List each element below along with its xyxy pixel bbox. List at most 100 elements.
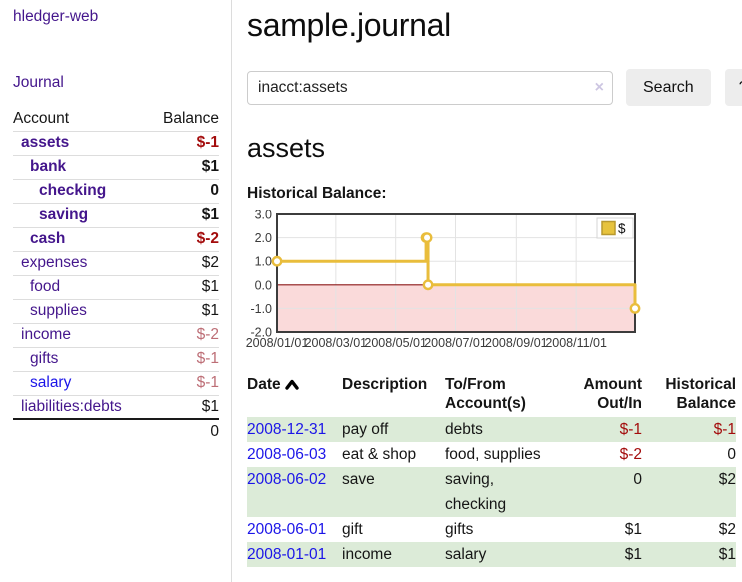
transaction-description: gift (342, 521, 363, 538)
sidebar-account-row: bank $1 (13, 154, 219, 179)
transaction-accounts: food, supplies (445, 446, 541, 463)
register-table-body: 2008-12-31 pay off debts $-1 $-1 2008-06-03 ea… (247, 417, 736, 567)
page-title: sample.journal (247, 7, 451, 43)
svg-text:2008/11/01: 2008/11/01 (545, 336, 607, 350)
transaction-description: save (342, 471, 375, 488)
svg-text:$: $ (618, 221, 626, 236)
register-column-header: To/From Account(s) (445, 376, 526, 412)
accounts-table-header: Account Balance (13, 107, 219, 131)
transaction-description: income (342, 546, 392, 563)
sidebar: hledger-web Journal Account Balance asse… (0, 0, 232, 582)
historical-balance-chart: 3.0 2.0 1.0 0.0 -1.0 -2.02008/01/012008/03/01… (246, 210, 641, 350)
svg-text:2008/07/01: 2008/07/01 (424, 336, 487, 350)
brand-link[interactable]: hledger-web (13, 8, 99, 25)
sidebar-account-link[interactable]: expenses (21, 254, 88, 271)
account-balance-value: $-2 (148, 322, 219, 347)
svg-text:2008/05/01: 2008/05/01 (364, 336, 427, 350)
svg-text:0.0: 0.0 (255, 278, 272, 292)
sidebar-item-journal[interactable]: Journal (13, 74, 64, 91)
transaction-date-link[interactable]: 2008-12-31 (247, 421, 327, 438)
svg-text:3.0: 3.0 (255, 210, 272, 222)
account-balance-value: $-2 (148, 226, 219, 251)
sidebar-account-row: saving $1 (13, 202, 219, 227)
sidebar-account-link[interactable]: gifts (30, 350, 59, 367)
sidebar-account-row: gifts $-1 (13, 346, 219, 371)
transaction-date-link[interactable]: 2008-06-01 (247, 521, 327, 538)
transaction-row: 2008-06-02 save saving, checking 0 $2 (247, 467, 736, 517)
account-balance-value: $2 (148, 250, 219, 275)
transaction-date-link[interactable]: 2008-06-02 (247, 471, 327, 488)
account-balance-value: $-1 (148, 370, 219, 395)
register-column-header: Amount Out/In (583, 376, 642, 412)
sidebar-account-link[interactable]: supplies (30, 302, 87, 319)
sidebar-account-row: assets $-1 (13, 130, 219, 155)
sidebar-account-link[interactable]: salary (30, 374, 72, 391)
svg-text:-2.0: -2.0 (250, 326, 272, 340)
accounts-table: Account Balance assets $-1 bank $1 checking 0… (13, 107, 219, 443)
transaction-amount: $1 (624, 521, 642, 538)
account-balance-value: $1 (148, 202, 219, 227)
account-balance-value: $1 (148, 274, 219, 299)
sort-ascending-icon (284, 379, 299, 390)
svg-text:2.0: 2.0 (255, 231, 272, 245)
svg-text:2008/09/01: 2008/09/01 (485, 336, 548, 350)
search-input[interactable] (247, 70, 613, 105)
help-button[interactable]: ? (724, 69, 742, 106)
transaction-date-link[interactable]: 2008-01-01 (247, 546, 327, 563)
account-balance-value: $1 (148, 394, 219, 419)
sidebar-account-link[interactable]: checking (39, 182, 107, 199)
account-balance-value: $-1 (148, 130, 219, 155)
account-balance-value: $-1 (148, 346, 219, 371)
accounts-total-row: 0 (13, 418, 219, 443)
sidebar-account-row: cash $-2 (13, 226, 219, 251)
register-table-header: Date Description To/From Account(s) Amount Ou… (247, 375, 736, 417)
sidebar-account-row: salary $-1 (13, 370, 219, 395)
accounts-total-value: 0 (148, 418, 219, 443)
transaction-description: pay off (342, 421, 389, 438)
transaction-running-balance: $-1 (713, 421, 736, 438)
transaction-amount: $-2 (619, 446, 642, 463)
register-column-header[interactable]: Date (247, 375, 342, 417)
transaction-row: 2008-06-03 eat & shop food, supplies $-2 0 (247, 442, 736, 467)
transaction-row: 2008-01-01 income salary $1 $1 (247, 542, 736, 567)
transaction-date-link[interactable]: 2008-06-03 (247, 446, 327, 463)
clear-search-icon[interactable]: × (594, 78, 604, 96)
sidebar-nav: Journal (13, 74, 218, 92)
transaction-running-balance: 0 (727, 446, 736, 463)
chart-legend: $ (596, 217, 634, 239)
transaction-amount: 0 (633, 471, 642, 488)
account-balance-value: 0 (148, 178, 219, 203)
sidebar-account-link[interactable]: cash (30, 230, 66, 247)
register-column-header: Description (342, 376, 428, 393)
sidebar-account-link[interactable]: income (21, 326, 71, 343)
sidebar-account-row: income $-2 (13, 322, 219, 347)
svg-text:2008/01/01: 2008/01/01 (246, 336, 309, 350)
sidebar-account-link[interactable]: bank (30, 158, 67, 175)
sidebar-account-row: food $1 (13, 274, 219, 299)
transaction-accounts: gifts (445, 521, 474, 538)
transaction-row: 2008-12-31 pay off debts $-1 $-1 (247, 417, 736, 442)
sidebar-account-row: liabilities:debts $1 (13, 394, 219, 419)
svg-text:1.0: 1.0 (255, 255, 272, 269)
sidebar-account-link[interactable]: liabilities:debts (21, 397, 122, 415)
sidebar-account-link[interactable]: food (30, 278, 61, 295)
transaction-amount: $1 (624, 546, 642, 563)
sidebar-account-row: checking 0 (13, 178, 219, 203)
sidebar-account-link[interactable]: saving (39, 206, 89, 223)
sidebar-account-link[interactable]: assets (21, 134, 70, 151)
accounts-header-balance: Balance (162, 109, 219, 127)
account-balance-value: $1 (148, 154, 219, 179)
svg-text:-1.0: -1.0 (250, 302, 272, 316)
transaction-running-balance: $2 (718, 471, 736, 488)
search-bar: × Search ? (247, 69, 742, 106)
sidebar-accounts-body: assets $-1 bank $1 checking 0 saving $1 cash $-2 e… (13, 130, 219, 419)
app-brand: hledger-web (13, 8, 218, 26)
transaction-description: eat & shop (342, 446, 417, 463)
sidebar-account-row: supplies $1 (13, 298, 219, 323)
spacer-cell (13, 418, 149, 443)
sidebar-account-row: expenses $2 (13, 250, 219, 275)
transaction-row: 2008-06-01 gift gifts $1 $2 (247, 517, 736, 542)
transaction-running-balance: $2 (718, 521, 736, 538)
search-button[interactable]: Search (626, 69, 711, 106)
